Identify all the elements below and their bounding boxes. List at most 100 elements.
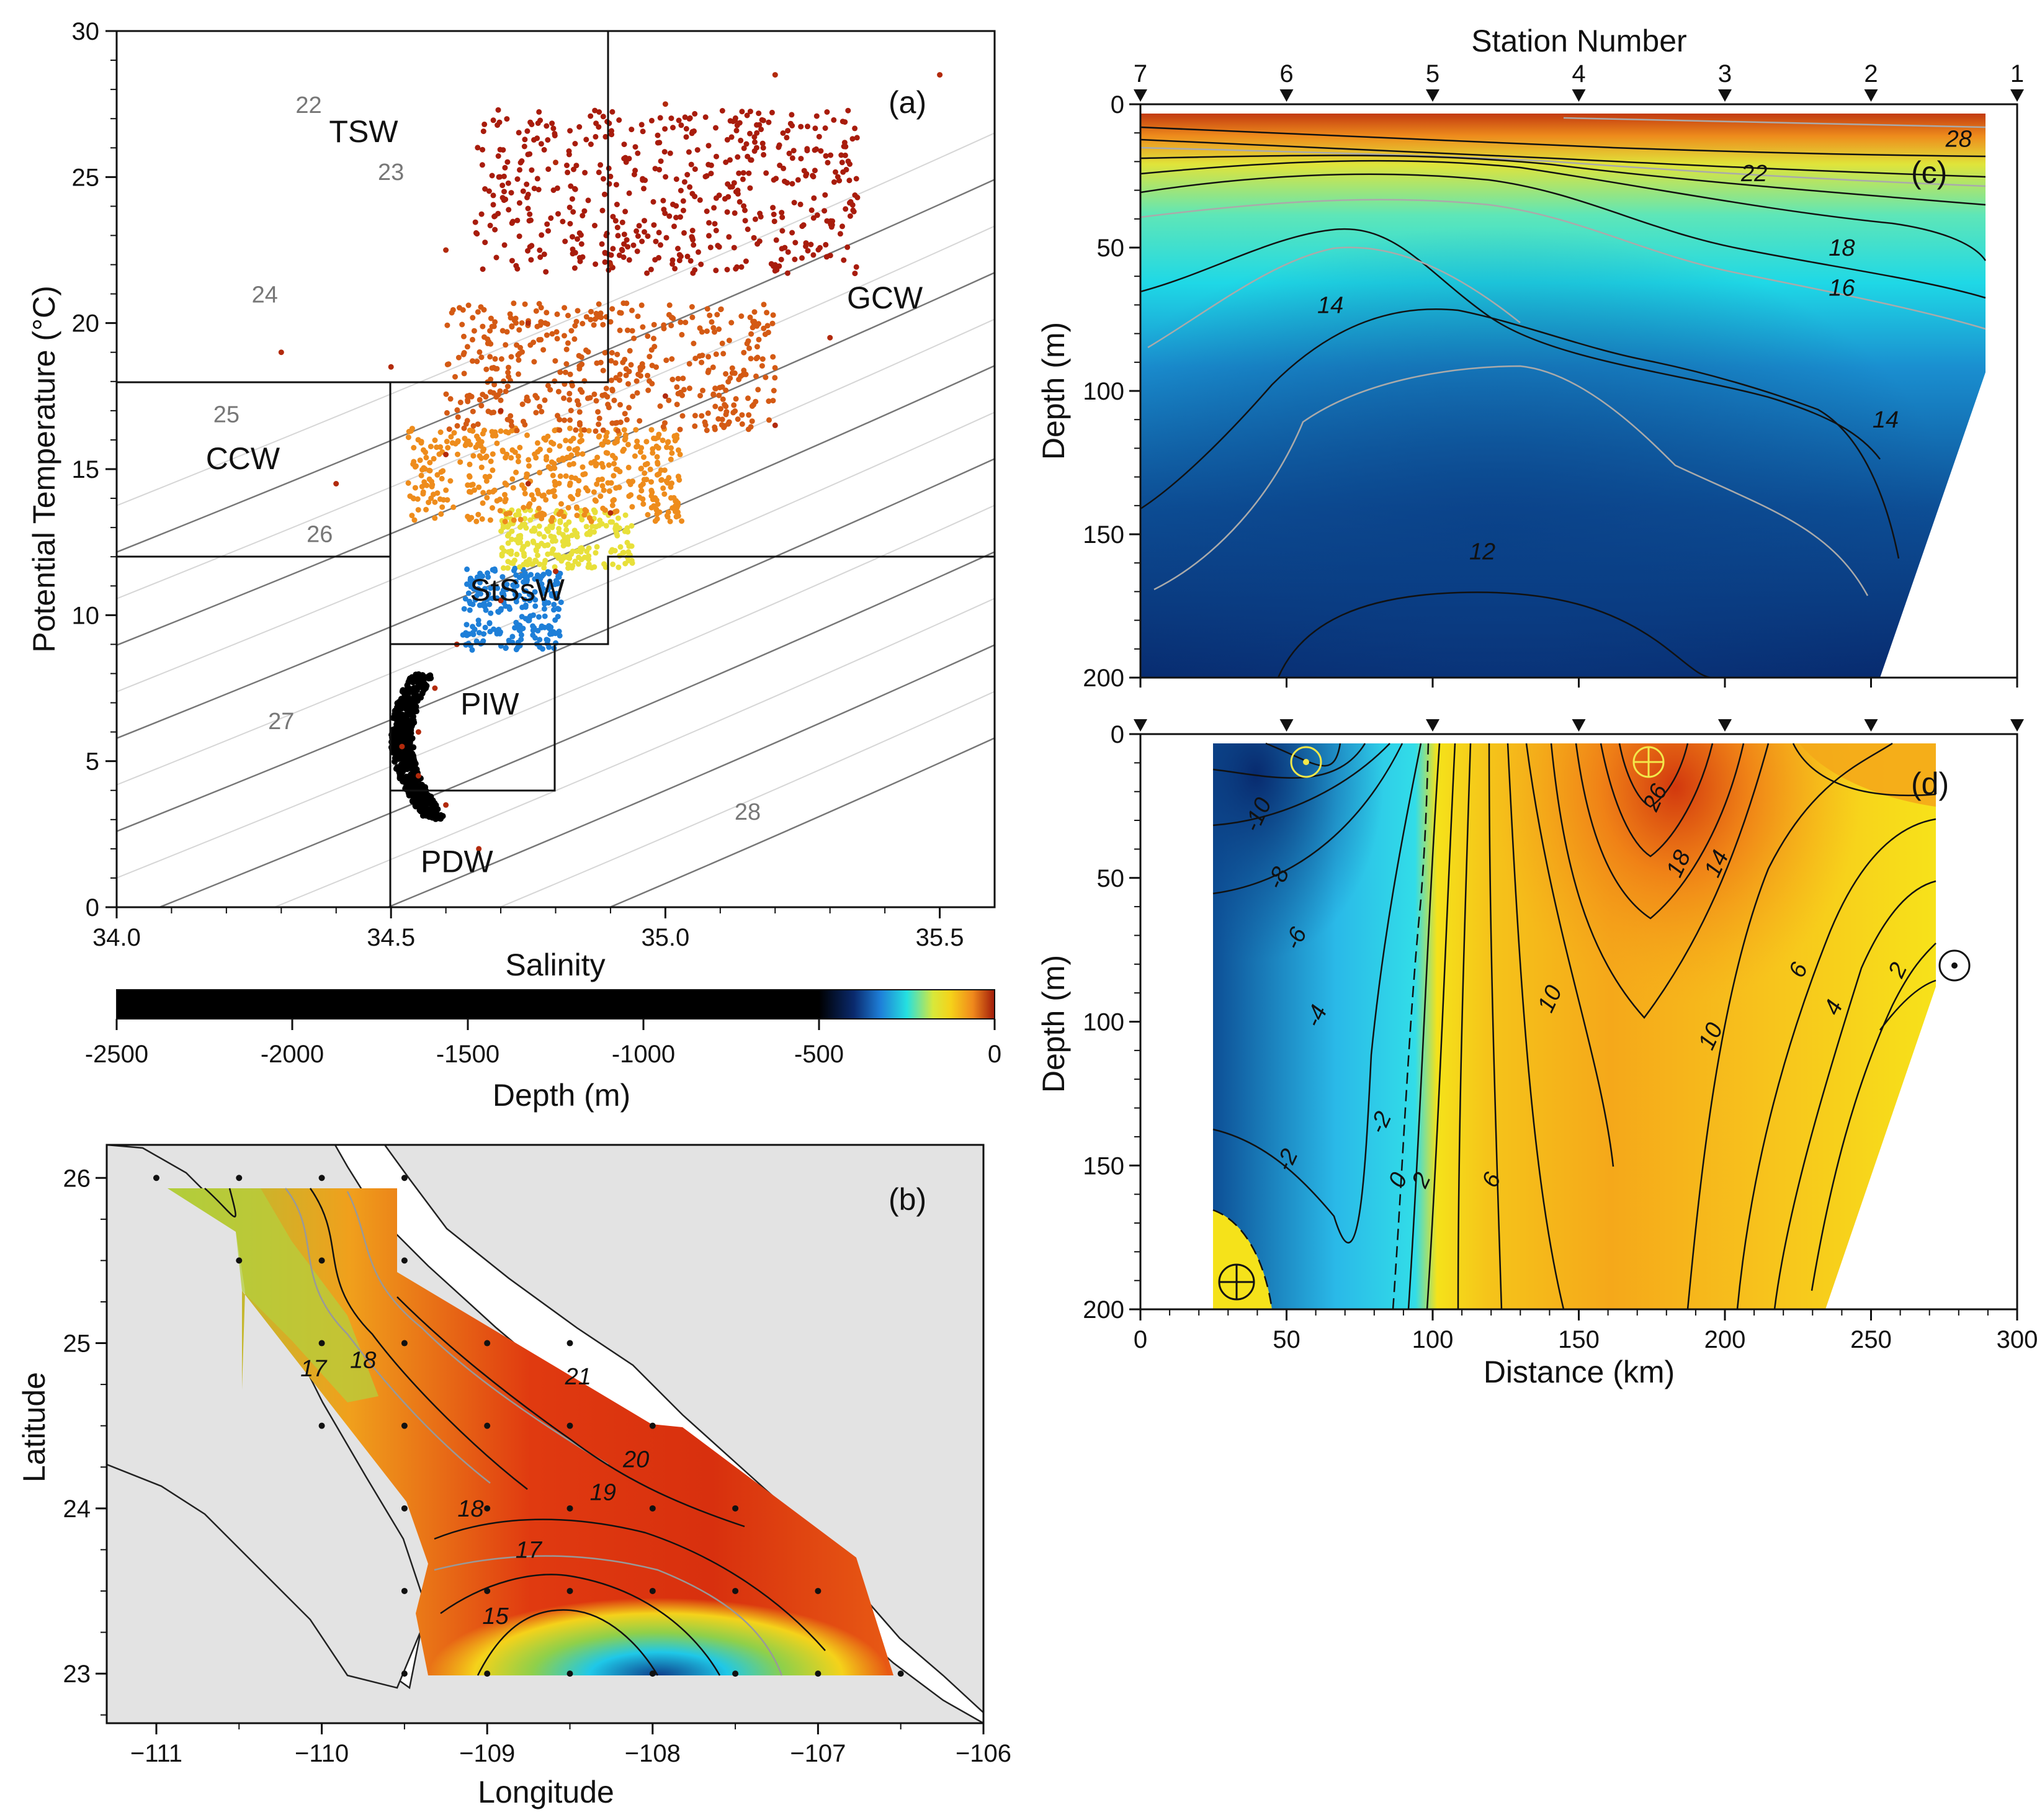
ts-point [718,406,723,412]
ts-point [554,581,560,587]
ts-point [616,484,622,490]
ts-point [495,153,501,159]
ts-point [578,354,584,360]
ts-point [621,427,627,433]
ts-point [616,515,621,521]
ts-point [621,446,627,452]
ts-point [545,569,551,575]
ts-point [478,403,485,409]
ts-point [829,222,835,228]
ts-point [847,161,853,167]
ts-point [494,630,500,637]
isopycnal-line [157,550,995,907]
ts-point [545,383,551,388]
ts-point [822,208,828,214]
ts-point [770,205,776,211]
ts-point [700,387,705,393]
station-dot [484,1670,491,1677]
ts-point [415,437,421,443]
ts-point [851,208,857,215]
ts-point [675,246,681,251]
ts-point [417,457,423,464]
ts-point [544,310,550,316]
ts-point [739,412,745,418]
ts-point [669,315,675,321]
ts-point [735,416,741,422]
d-contour-14-loop [1550,743,1770,1019]
x-tick-label: −110 [295,1740,349,1767]
ts-point [557,518,563,524]
ts-point [541,565,547,571]
ts-point [644,270,650,276]
ts-point [470,630,476,635]
water-mass-piw: PIW [460,686,519,721]
ts-point [748,331,754,337]
ts-point [526,591,532,598]
ts-point [596,301,602,307]
ts-point [470,423,477,429]
ts-point [733,396,739,402]
ts-point [567,480,573,486]
ts-point [444,322,450,328]
ts-point [789,112,795,118]
ts-point [699,359,705,365]
ts-point [529,243,535,249]
ts-point [419,794,426,800]
ts-point [680,207,686,213]
ts-point [567,425,573,431]
ts-point [488,610,494,616]
ts-point [500,524,506,531]
ts-point [576,230,583,236]
ts-point [583,524,589,530]
ts-point [578,432,584,438]
ts-point [641,454,647,460]
ts-point [639,238,645,244]
ts-point [432,499,438,505]
ts-point [609,132,615,138]
ts-point [671,223,677,230]
ts-point [587,395,593,401]
ts-point [573,427,579,433]
ts-point [500,449,506,454]
station-dot [732,1670,739,1677]
ts-point [631,335,637,341]
ts-point [791,200,797,205]
ts-point [516,508,522,514]
ts-point [474,359,480,364]
ts-point [648,479,654,485]
ts-point [566,462,573,468]
ts-point [628,362,634,368]
ts-point [478,211,485,217]
station-dot [484,1587,491,1594]
ts-point [620,300,627,307]
ts-point [681,387,687,393]
sigma-label: 25 [213,402,240,428]
ts-point [603,450,609,456]
contour-label: 21 [565,1364,591,1390]
ts-point [626,543,632,549]
station-marker [2010,719,2024,732]
contour-label: 19 [590,1480,616,1506]
ts-point [591,507,597,513]
panel-a-ts-diagram: 22 23 24 25 26 27 28 34.0 34.5 35.0 35.5 0 5 10 15 20 2… [27,18,996,982]
ts-point [486,473,493,480]
ts-point [593,398,599,404]
ts-point [465,397,471,403]
ts-point [531,496,537,503]
ts-point [722,423,728,429]
ts-point [614,419,620,426]
ts-point [419,483,425,490]
ts-point [482,240,488,246]
ts-point [576,365,583,372]
ts-point [754,344,760,350]
ts-point [769,320,776,326]
temperature-field-core [1140,114,1986,678]
ts-point [817,244,823,251]
ts-point [502,164,508,171]
ts-point [513,599,519,605]
ts-point [592,497,598,503]
ts-point [500,147,506,153]
ts-point [672,266,678,272]
ts-point [400,765,406,772]
y-tick-label: 25 [72,164,100,191]
